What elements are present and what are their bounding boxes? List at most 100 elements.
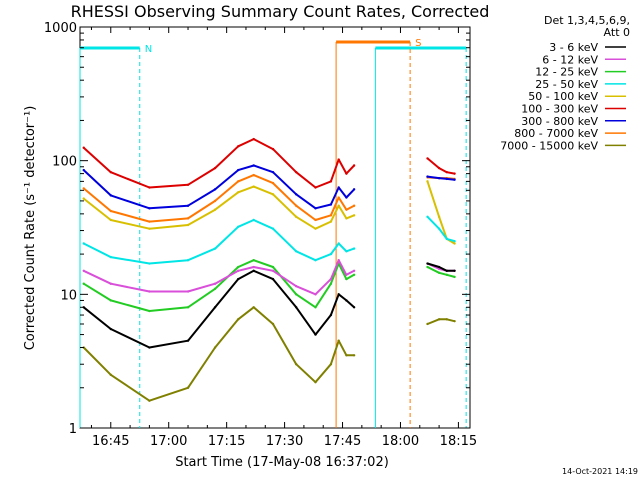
x-tick-label: 17:15 (208, 434, 245, 449)
series-point-50-100 (82, 197, 85, 200)
series-point-12-25 (345, 277, 348, 281)
series-point-12-25 (237, 265, 240, 269)
series-point-7000-15000 (314, 381, 317, 384)
series-point-12-25 (252, 259, 255, 262)
night-interval-label: N (145, 44, 152, 55)
series-point-300-800 (329, 203, 333, 206)
series-point-3-6 (186, 339, 190, 342)
series-point-7000-15000 (437, 318, 441, 321)
series-point-6-12 (148, 290, 151, 293)
series-point-6-12 (186, 290, 190, 293)
series-point-25-50 (82, 242, 85, 245)
series-point-300-800 (148, 207, 151, 210)
series-point-25-50 (186, 259, 190, 262)
series-point-100-300 (352, 164, 356, 167)
series-point-7000-15000 (294, 363, 298, 366)
legend-item-label: 12 - 25 keV (535, 66, 598, 79)
series-point-12-25 (148, 309, 151, 313)
x-tick-label: 17:00 (150, 434, 187, 449)
series-point-6-12 (271, 269, 275, 272)
series-point-25-50 (345, 250, 348, 253)
series-point-6-12 (345, 273, 348, 277)
series-point-6-12 (337, 259, 340, 262)
y-tick-label: 100 (52, 155, 77, 170)
series-point-25-50 (237, 225, 240, 229)
series-point-7000-15000 (271, 322, 275, 326)
series-point-300-800 (186, 204, 190, 207)
series-point-12-25 (329, 282, 333, 285)
legend-item-label: 25 - 50 keV (535, 78, 598, 91)
series-point-6-12 (237, 269, 240, 272)
series-line-300-800-after-gap (427, 175, 455, 181)
series-point-6-12 (82, 269, 85, 272)
series-point-50-100 (109, 218, 112, 222)
plot-frame (79, 26, 471, 429)
series-point-100-300 (148, 186, 151, 189)
series-point-7000-15000 (345, 354, 348, 357)
series-line-800-7000 (83, 174, 355, 223)
series-point-7000-15000 (237, 318, 240, 321)
series-point-7000-15000 (337, 339, 340, 342)
series-point-25-50 (314, 259, 317, 262)
legend-header: Att 0 (604, 26, 630, 39)
series-point-100-300 (252, 137, 255, 141)
series-point-3-6 (426, 262, 429, 265)
series-point-50-100 (345, 217, 348, 220)
series-point-300-800 (445, 177, 449, 181)
y-tick-label: 1 (69, 422, 77, 437)
series-point-7000-15000 (445, 318, 449, 321)
series-point-100-300 (294, 170, 298, 174)
series-point-800-7000 (213, 199, 217, 203)
series-point-3-6 (294, 306, 298, 309)
series-point-12-25 (453, 275, 456, 279)
legend-item-label: 300 - 800 keV (521, 115, 598, 128)
series-point-7000-15000 (109, 373, 112, 377)
series-point-300-800 (82, 168, 85, 172)
series-point-6-12 (252, 265, 255, 269)
series-point-50-100 (186, 223, 190, 227)
series-point-800-7000 (271, 181, 275, 185)
series-point-12-25 (426, 265, 429, 269)
series-point-3-6 (437, 265, 441, 269)
series-point-100-300 (186, 183, 190, 186)
series-point-12-25 (314, 306, 317, 309)
y-tick-label: 1000 (44, 21, 77, 36)
series-line-6-12 (83, 259, 355, 296)
series-point-100-300 (426, 157, 429, 160)
legend-item-label: 100 - 300 keV (521, 103, 598, 116)
series-point-50-100 (294, 215, 298, 219)
series-point-3-6 (453, 269, 456, 272)
legend-item-label: 800 - 7000 keV (514, 127, 598, 140)
series-point-100-300 (237, 145, 240, 148)
series-point-3-6 (148, 346, 151, 349)
series-point-12-25 (437, 271, 441, 274)
series-point-12-25 (294, 293, 298, 296)
series-point-50-100 (437, 215, 441, 219)
series-point-800-7000 (352, 204, 356, 207)
series-point-50-100 (314, 227, 317, 230)
series-point-3-6 (337, 293, 340, 296)
series-point-300-800 (294, 193, 298, 196)
series-point-100-300 (445, 170, 449, 174)
ticks-layer: 16:45 17:00 17:15 17:30 17:45 18:00 18:15 1 10 10… (44, 21, 477, 449)
series-point-7000-15000 (426, 322, 429, 326)
series-point-300-800 (109, 194, 112, 197)
series-point-300-800 (337, 186, 340, 189)
series-point-6-12 (294, 285, 298, 288)
x-tick-label: 16:45 (92, 434, 129, 449)
series-point-50-100 (426, 180, 429, 183)
x-tick-label: 17:30 (266, 434, 303, 449)
series-point-300-800 (252, 164, 255, 167)
series-point-25-50 (252, 218, 255, 222)
series-point-100-300 (437, 166, 441, 170)
series-point-12-25 (213, 287, 217, 291)
series-point-3-6 (345, 299, 348, 302)
series-point-7000-15000 (252, 306, 255, 309)
series-point-7000-15000 (148, 399, 151, 402)
series-point-12-25 (109, 299, 112, 302)
y-tick-label: 10 (60, 288, 77, 303)
series-point-25-50 (213, 247, 217, 250)
series-line-25-50 (83, 219, 355, 265)
series-point-25-50 (352, 247, 356, 250)
